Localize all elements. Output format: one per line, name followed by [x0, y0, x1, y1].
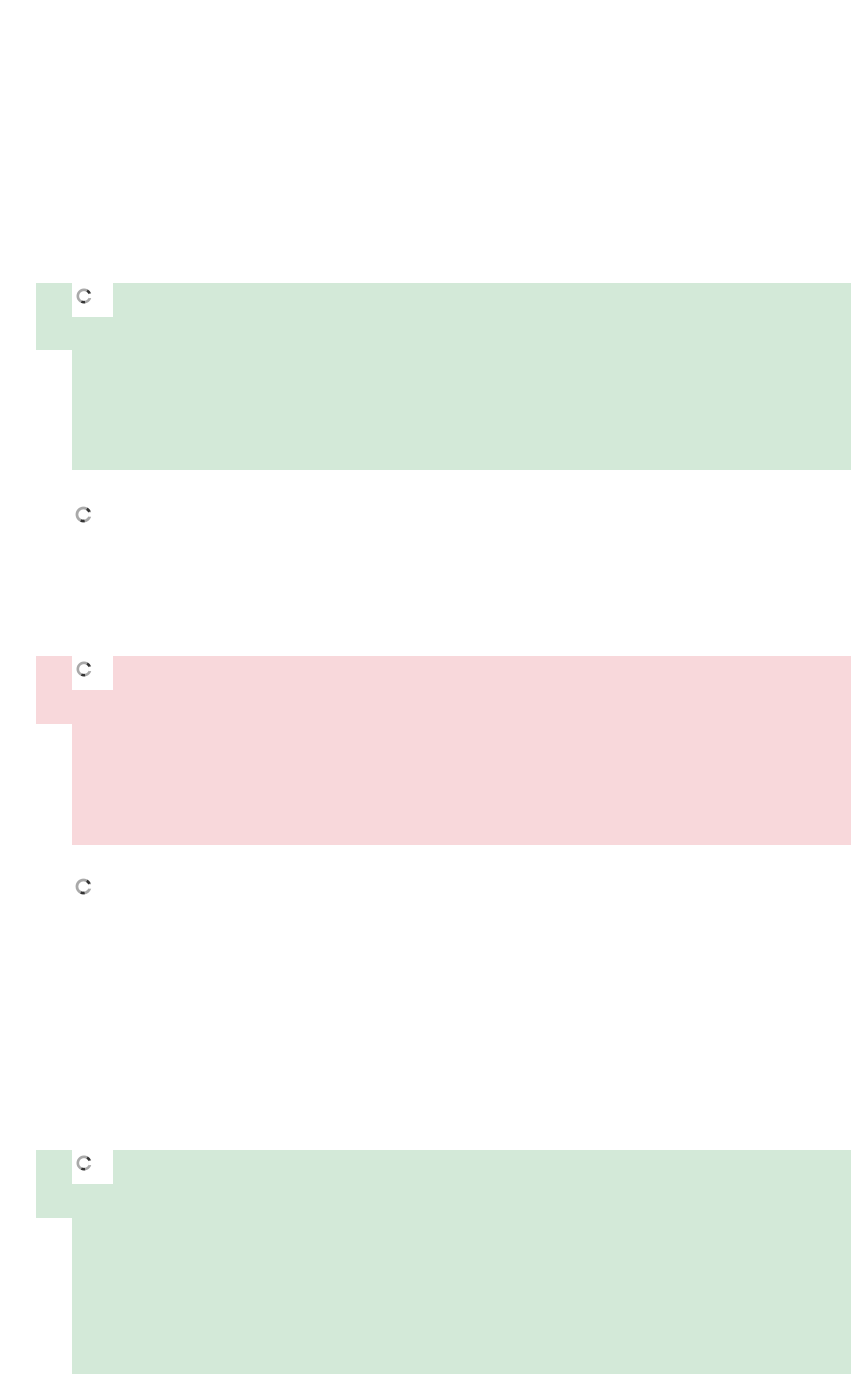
loading-spinner-icon [76, 1155, 93, 1171]
inserted-block-body [72, 283, 851, 470]
inserted-gutter-strip [36, 1150, 72, 1218]
image-loading-placeholder [72, 656, 113, 690]
loading-spinner-icon [75, 878, 93, 895]
inserted-block-body [72, 1150, 851, 1374]
loading-spinner-icon [75, 506, 93, 523]
image-loading-placeholder [72, 1150, 113, 1184]
loading-spinner-icon [76, 288, 93, 304]
deleted-block-body [72, 656, 851, 845]
inserted-gutter-strip [36, 283, 72, 350]
deleted-gutter-strip [36, 656, 72, 724]
loading-spinner-icon [76, 661, 93, 677]
image-loading-placeholder [72, 283, 113, 317]
